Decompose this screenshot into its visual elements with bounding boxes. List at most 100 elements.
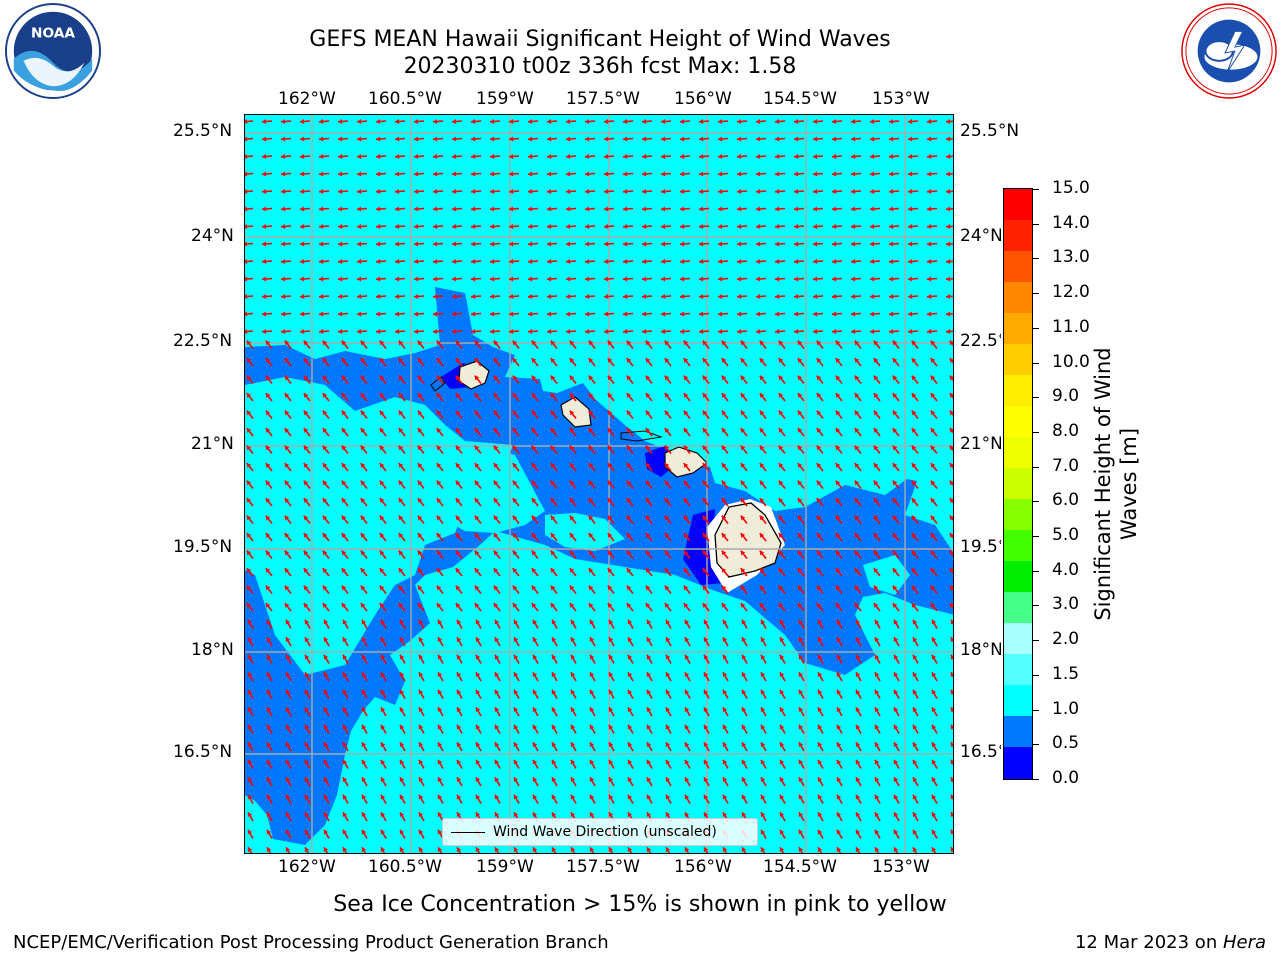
colorbar-tick <box>1033 223 1039 225</box>
footer-date: 12 Mar 2023 on Hera <box>1075 932 1266 953</box>
colorbar-tick <box>1033 779 1039 780</box>
colorbar-segment <box>1004 623 1032 655</box>
colorbar-tick <box>1033 744 1039 746</box>
lon-label-bottom: 160.5°W <box>368 857 442 877</box>
lat-label-left: 22.5°N <box>173 331 233 351</box>
sea-ice-note: Sea Ice Concentration > 15% is shown in … <box>333 892 947 917</box>
colorbar-segment <box>1004 313 1032 345</box>
colorbar-tick <box>1033 362 1039 364</box>
colorbar-tick-label: 0.5 <box>1052 733 1080 754</box>
legend-label: Wind Wave Direction (unscaled) <box>493 824 717 840</box>
colorbar-tick <box>1033 189 1039 190</box>
colorbar-tick-label: 5.0 <box>1052 525 1080 546</box>
map-subtitle: 20230310 t00z 336h fcst Max: 1.58 <box>403 54 797 79</box>
island-molokai <box>620 430 663 442</box>
colorbar-segment <box>1004 468 1032 500</box>
colorbar-segment <box>1004 499 1032 531</box>
island-maui <box>664 446 708 478</box>
wave-height-region-low-hole <box>415 447 545 533</box>
lon-label-bottom: 162°W <box>278 857 336 877</box>
map-title: GEFS MEAN Hawaii Significant Height of W… <box>309 27 891 52</box>
colorbar-segment <box>1004 592 1032 624</box>
colorbar-tick-label: 9.0 <box>1052 386 1080 407</box>
map-legend: Wind Wave Direction (unscaled) <box>442 818 758 846</box>
colorbar-tick-label: 13.0 <box>1052 247 1090 268</box>
lat-label-left: 18°N <box>191 640 234 660</box>
colorbar-tick <box>1033 674 1039 676</box>
colorbar-tick <box>1033 536 1039 538</box>
island-oahu <box>560 396 592 428</box>
colorbar <box>1003 188 1033 780</box>
colorbar-tick-label: 1.0 <box>1052 698 1080 719</box>
lat-label-right: 24°N <box>960 226 1003 246</box>
colorbar-tick <box>1033 640 1039 642</box>
lat-label-right: 21°N <box>960 434 1003 454</box>
wind-wave-direction-arrows <box>245 118 953 853</box>
colorbar-tick <box>1033 709 1039 711</box>
colorbar-tick-label: 2.0 <box>1052 629 1080 650</box>
colorbar-tick-label: 10.0 <box>1052 351 1090 372</box>
lat-label-left: 16.5°N <box>173 742 233 762</box>
colorbar-tick-label: 4.0 <box>1052 559 1080 580</box>
colorbar-segment <box>1004 344 1032 376</box>
lon-label-bottom: 156°W <box>674 857 732 877</box>
footer-date-text: 12 Mar 2023 on <box>1074 932 1223 953</box>
colorbar-segment <box>1004 220 1032 252</box>
colorbar-segment <box>1004 375 1032 407</box>
lon-label-bottom: 154.5°W <box>763 857 837 877</box>
noaa-logo: NOAA <box>4 2 102 100</box>
colorbar-tick-label: 15.0 <box>1052 178 1090 198</box>
lon-label-top: 160.5°W <box>368 89 442 109</box>
lat-label-left: 24°N <box>191 226 234 246</box>
colorbar-tick <box>1033 466 1039 468</box>
lon-label-bottom: 159°W <box>476 857 534 877</box>
colorbar-segment <box>1004 747 1032 779</box>
colorbar-tick <box>1033 397 1039 399</box>
map-canvas <box>245 115 953 853</box>
colorbar-segment <box>1004 530 1032 562</box>
colorbar-segment <box>1004 654 1032 686</box>
lon-label-top: 157.5°W <box>566 89 640 109</box>
legend-line-swatch <box>451 832 485 833</box>
colorbar-tick-label: 3.0 <box>1052 594 1080 615</box>
noaa-logo-text: NOAA <box>31 25 75 41</box>
colorbar-label: Significant Height of Wind Waves [m] <box>1091 347 1141 621</box>
lon-label-bottom: 157.5°W <box>566 857 640 877</box>
colorbar-tick-label: 6.0 <box>1052 490 1080 511</box>
lon-label-top: 156°W <box>674 89 732 109</box>
colorbar-segment <box>1004 716 1032 748</box>
colorbar-segment <box>1004 251 1032 283</box>
colorbar-tick-label: 1.5 <box>1052 663 1080 684</box>
colorbar-tick <box>1033 327 1039 329</box>
colorbar-segment <box>1004 282 1032 314</box>
lon-label-top: 162°W <box>278 89 336 109</box>
lon-label-top: 159°W <box>476 89 534 109</box>
lon-label-top: 154.5°W <box>763 89 837 109</box>
map-panel <box>244 114 954 854</box>
lon-label-top: 153°W <box>872 89 930 109</box>
wave-height-region-low-hole <box>545 513 625 551</box>
colorbar-tick-label: 12.0 <box>1052 282 1090 303</box>
colorbar-tick <box>1033 431 1039 433</box>
colorbar-tick <box>1033 501 1039 503</box>
footer-credit: NCEP/EMC/Verification Post Processing Pr… <box>13 932 609 953</box>
lat-label-left: 19.5°N <box>173 537 233 557</box>
wave-height-region-low-hole <box>863 555 910 595</box>
colorbar-segment <box>1004 189 1032 221</box>
colorbar-tick-label: 14.0 <box>1052 212 1090 233</box>
colorbar-tick-label: 7.0 <box>1052 455 1080 476</box>
colorbar-tick-label: 0.0 <box>1052 768 1080 788</box>
colorbar-tick-label: 11.0 <box>1052 316 1090 337</box>
lat-label-right: 18°N <box>960 640 1003 660</box>
colorbar-segment <box>1004 406 1032 438</box>
lon-label-bottom: 153°W <box>872 857 930 877</box>
footer-machine: Hera <box>1222 932 1266 953</box>
colorbar-tick <box>1033 570 1039 572</box>
colorbar-tick <box>1033 605 1039 607</box>
lat-label-left: 25.5°N <box>173 121 233 141</box>
colorbar-segment <box>1004 685 1032 717</box>
colorbar-segment <box>1004 437 1032 469</box>
colorbar-tick <box>1033 293 1039 295</box>
colorbar-tick <box>1033 258 1039 260</box>
nws-logo <box>1181 3 1277 99</box>
